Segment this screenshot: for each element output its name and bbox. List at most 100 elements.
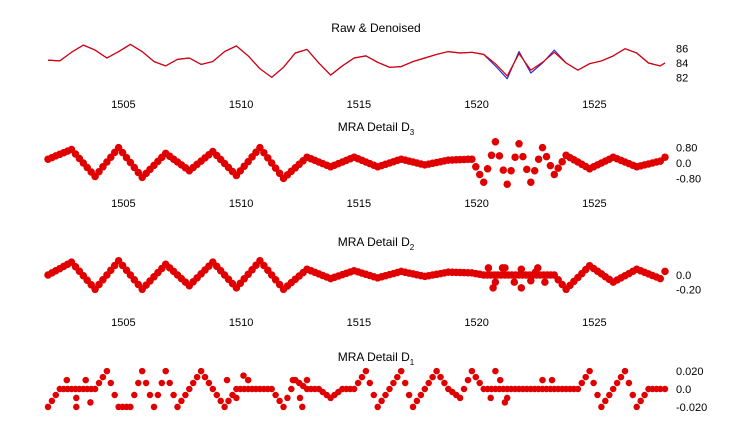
data-point <box>479 178 488 186</box>
panel-2: MRA Detail D3 0.80 0.0 -0.80 1505 1510 1515 152… <box>44 120 701 210</box>
data-point <box>275 169 284 178</box>
x-tick-label: 1515 <box>347 198 371 210</box>
y-tick-label: -0.20 <box>676 284 701 296</box>
x-tick-label: 1510 <box>229 198 253 210</box>
data-point <box>617 373 625 381</box>
panel-title-subscript: 3 <box>410 128 415 137</box>
data-point <box>48 397 56 405</box>
panel-3-title: MRA Detail D2 <box>338 235 415 252</box>
data-point <box>594 391 601 399</box>
data-point <box>409 403 417 411</box>
data-point <box>107 379 115 387</box>
data-point <box>421 385 429 393</box>
data-point <box>182 391 189 399</box>
x-tick-label: 1515 <box>347 317 371 329</box>
y-tick-label: -0.80 <box>676 173 701 185</box>
data-point <box>223 376 231 384</box>
data-point <box>99 373 107 381</box>
data-point <box>272 391 279 399</box>
data-point <box>487 151 496 160</box>
data-point <box>554 164 562 172</box>
data-point <box>511 153 519 161</box>
data-point <box>186 385 193 393</box>
data-point <box>394 373 401 381</box>
data-point <box>542 152 551 161</box>
data-point <box>413 397 421 405</box>
data-point <box>390 379 397 387</box>
data-point <box>546 161 555 170</box>
data-point <box>527 178 535 186</box>
data-point <box>289 376 297 384</box>
data-point <box>460 385 468 393</box>
x-tick-label: 1520 <box>464 99 488 111</box>
data-point <box>350 385 358 393</box>
data-point <box>73 394 80 402</box>
data-point <box>358 373 366 381</box>
data-point <box>386 385 393 393</box>
data-point <box>539 376 546 384</box>
data-point <box>519 152 527 161</box>
data-point <box>405 391 413 399</box>
data-point <box>166 379 173 387</box>
data-point <box>548 376 556 384</box>
panel-1: Raw & Denoised 86 84 82 1505 1510 1515 1520 1525 <box>47 21 688 111</box>
data-point <box>489 284 497 292</box>
y-tick-label: 0.0 <box>676 270 691 282</box>
data-point <box>256 143 264 152</box>
y-tick-label: -0.020 <box>676 402 707 414</box>
panel-title-text: MRA Detail D <box>338 120 410 134</box>
data-point <box>558 157 566 166</box>
x-tick-label: 1505 <box>111 317 135 329</box>
data-point <box>260 148 268 157</box>
panel-4-title: MRA Detail D1 <box>338 350 415 367</box>
data-point <box>95 379 103 387</box>
data-point <box>491 138 500 146</box>
data-point <box>483 165 492 173</box>
y-tick-label: 0.0 <box>676 384 691 396</box>
data-point <box>138 367 146 375</box>
data-point <box>499 166 508 174</box>
data-point <box>130 163 139 172</box>
data-point <box>527 276 535 285</box>
x-tick-label: 1520 <box>464 317 488 329</box>
data-point <box>240 372 247 379</box>
data-point <box>531 268 540 276</box>
data-point <box>661 153 669 161</box>
y-tick-label: 86 <box>676 44 688 56</box>
x-tick-label: 1525 <box>582 99 606 111</box>
data-point <box>162 367 169 375</box>
data-point <box>142 379 150 387</box>
data-point <box>193 373 201 381</box>
data-point <box>52 391 60 399</box>
data-point <box>641 391 648 399</box>
data-point <box>397 367 405 375</box>
data-point <box>538 143 547 152</box>
x-tick-label: 1515 <box>347 99 371 111</box>
panel-title-subscript: 2 <box>410 243 415 252</box>
data-point <box>362 367 370 375</box>
data-point <box>267 159 276 167</box>
x-tick-label: 1505 <box>111 198 135 210</box>
data-point <box>517 284 526 292</box>
panel-title-text: Raw & Denoised <box>331 21 420 35</box>
data-point <box>437 373 444 381</box>
data-point <box>114 143 123 152</box>
data-point <box>637 397 644 405</box>
panel-title-text: MRA Detail D <box>338 235 410 249</box>
data-point <box>574 385 582 393</box>
data-point <box>606 391 613 399</box>
data-point <box>433 367 440 375</box>
data-point <box>582 373 589 381</box>
series-line-1 <box>47 43 666 80</box>
data-point <box>598 403 605 411</box>
data-point <box>197 367 205 375</box>
data-point <box>472 373 480 381</box>
data-point <box>456 394 464 402</box>
data-point <box>225 397 232 405</box>
data-point <box>661 267 669 276</box>
x-tick-label: 1510 <box>229 99 253 111</box>
data-point <box>501 399 509 406</box>
data-point <box>150 403 158 411</box>
x-tick-label: 1510 <box>229 317 253 329</box>
y-tick-label: 82 <box>676 72 688 84</box>
